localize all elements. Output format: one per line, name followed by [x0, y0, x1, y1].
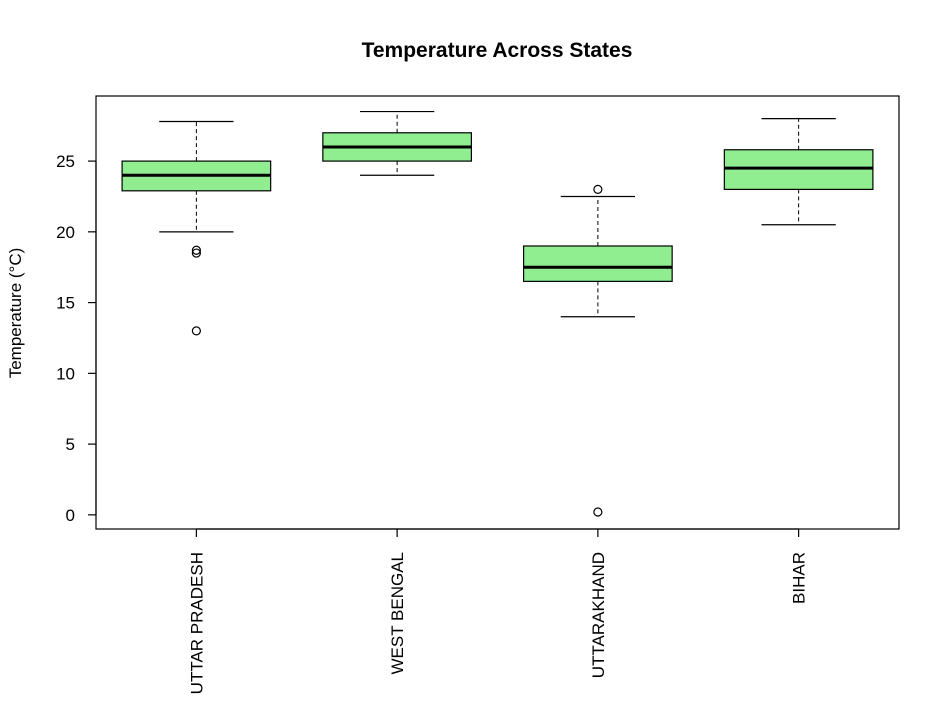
outlier-point — [593, 184, 603, 194]
x-tick-label: BIHAR — [790, 552, 809, 604]
outlier-point — [191, 326, 201, 336]
y-tick-label: 10 — [56, 364, 75, 383]
box-group — [121, 120, 272, 336]
x-tick-label: WEST BENGAL — [388, 552, 407, 675]
y-axis: 0 5 10 15 20 25 — [56, 152, 97, 525]
y-tick-label: 15 — [56, 294, 75, 313]
box-group — [522, 184, 673, 517]
x-tick-label: UTTARAKHAND — [589, 552, 608, 678]
box-group — [723, 118, 874, 226]
y-axis-label: Temperature (°C) — [6, 248, 25, 379]
x-axis: UTTAR PRADESH WEST BENGAL UTTARAKHAND BIHAR — [187, 528, 809, 694]
x-tick-label: UTTAR PRADESH — [187, 552, 206, 694]
box-iqr — [522, 245, 673, 282]
y-tick-label: 25 — [56, 152, 75, 171]
y-tick-label: 20 — [56, 223, 75, 242]
boxplot-series — [121, 110, 874, 517]
outlier-point — [593, 507, 603, 517]
outlier-point — [191, 248, 201, 258]
box-group — [322, 110, 473, 176]
y-tick-label: 5 — [66, 435, 75, 454]
y-tick-label: 0 — [66, 506, 75, 525]
chart-title: Temperature Across States — [362, 39, 633, 62]
outlier-point — [191, 245, 201, 255]
